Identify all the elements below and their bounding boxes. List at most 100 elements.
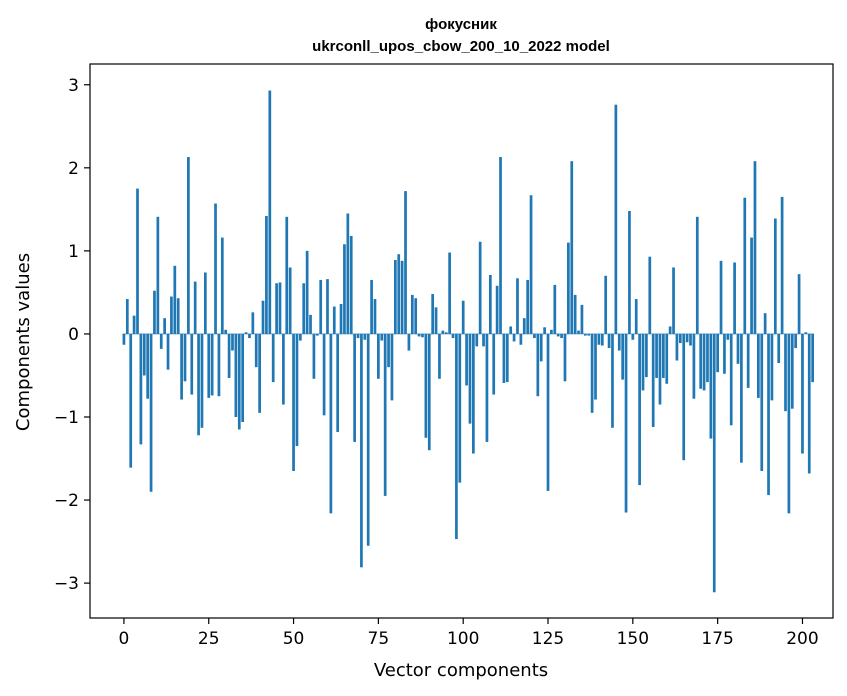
bar-component-3 xyxy=(132,315,136,334)
bar-component-123 xyxy=(539,333,543,362)
bar-component-94 xyxy=(441,330,445,334)
bar-component-101 xyxy=(465,333,468,386)
bar-component-168 xyxy=(692,333,696,399)
bar-component-26 xyxy=(210,333,214,396)
bar-component-185 xyxy=(750,237,753,334)
bar-component-142 xyxy=(604,275,608,334)
bar-component-163 xyxy=(675,333,679,361)
bar-component-138 xyxy=(590,333,594,413)
y-axis-ticks: −3 −2 −1 0 1 2 3 xyxy=(54,76,90,594)
bar-component-149 xyxy=(628,211,631,334)
bar-component-146 xyxy=(617,333,621,351)
bar-component-44 xyxy=(271,333,275,383)
bar-component-128 xyxy=(556,333,560,337)
bar-component-196 xyxy=(787,333,791,514)
bar-component-195 xyxy=(784,333,787,412)
bar-component-166 xyxy=(685,333,689,343)
bar-component-103 xyxy=(472,333,475,454)
bar-component-59 xyxy=(322,333,326,416)
bar-component-5 xyxy=(139,333,143,445)
bar-component-191 xyxy=(770,333,774,401)
bar-component-14 xyxy=(170,296,173,334)
bar-component-75 xyxy=(377,333,380,379)
bar-component-34 xyxy=(237,333,241,430)
bar-component-86 xyxy=(414,298,418,334)
bar-component-61 xyxy=(329,333,333,514)
x-tick-label: 125 xyxy=(532,629,564,649)
bar-component-40 xyxy=(258,333,261,413)
bar-component-13 xyxy=(166,333,170,370)
bar-component-115 xyxy=(512,333,516,342)
bar-component-87 xyxy=(417,333,421,337)
bar-component-49 xyxy=(288,267,292,334)
bar-component-4 xyxy=(136,188,139,334)
bar-component-32 xyxy=(231,333,234,351)
bar-component-63 xyxy=(336,333,340,432)
bar-component-73 xyxy=(370,279,373,334)
bar-component-11 xyxy=(159,333,163,349)
bar-component-147 xyxy=(621,333,625,380)
plot-area-frame xyxy=(89,63,834,619)
bar-component-127 xyxy=(553,284,557,334)
bar-component-17 xyxy=(180,333,183,400)
bar-component-65 xyxy=(343,244,346,334)
bar-component-145 xyxy=(614,104,618,334)
bar-component-84 xyxy=(407,333,411,351)
bar-component-108 xyxy=(488,274,492,334)
y-tick-label: −2 xyxy=(54,491,79,511)
bar-component-39 xyxy=(254,333,258,368)
bar-component-67 xyxy=(349,235,353,334)
y-tick-label: 0 xyxy=(68,325,79,345)
bar-component-134 xyxy=(577,330,580,334)
bar-component-148 xyxy=(624,333,628,513)
bar-component-162 xyxy=(672,267,675,334)
x-tick-label: 75 xyxy=(368,629,390,649)
bar-component-12 xyxy=(163,318,166,334)
bar-component-110 xyxy=(495,285,499,334)
bar-component-176 xyxy=(719,260,723,334)
bar-component-174 xyxy=(712,333,716,593)
bar-component-62 xyxy=(332,306,336,334)
bar-component-121 xyxy=(533,333,536,339)
bar-component-167 xyxy=(689,333,692,346)
bar-component-113 xyxy=(505,333,509,383)
bar-component-48 xyxy=(285,216,289,334)
bar-component-111 xyxy=(499,157,502,334)
bar-component-154 xyxy=(645,333,648,378)
bar-component-22 xyxy=(197,333,200,436)
bar-component-136 xyxy=(583,333,587,336)
bar-component-132 xyxy=(570,161,574,334)
bar-component-50 xyxy=(292,333,295,471)
bar-component-164 xyxy=(678,333,682,344)
x-axis-ticks: 0 25 50 75 100 125 150 175 200 xyxy=(119,618,819,649)
bar-component-23 xyxy=(200,333,204,428)
bar-component-155 xyxy=(648,256,652,334)
bar-component-119 xyxy=(526,279,530,334)
bar-component-15 xyxy=(173,265,177,334)
bar-component-189 xyxy=(763,313,767,334)
bar-component-114 xyxy=(509,326,513,334)
bar-component-10 xyxy=(156,216,160,334)
bar-component-31 xyxy=(227,333,231,378)
bar-component-126 xyxy=(550,329,553,334)
bar-component-109 xyxy=(492,333,496,395)
bar-component-194 xyxy=(780,196,784,334)
bar-component-169 xyxy=(695,216,699,334)
bar-component-97 xyxy=(451,333,455,339)
bar-component-79 xyxy=(390,333,394,401)
bar-component-69 xyxy=(356,333,360,339)
bar-component-187 xyxy=(757,333,760,398)
bar-component-83 xyxy=(404,191,407,334)
bar-component-80 xyxy=(393,260,397,334)
bar-component-125 xyxy=(546,333,550,491)
bar-component-186 xyxy=(753,161,757,334)
bar-component-52 xyxy=(298,333,302,341)
bar-component-106 xyxy=(482,333,485,347)
bar-component-159 xyxy=(662,333,665,378)
bar-component-200 xyxy=(801,333,804,454)
bar-component-82 xyxy=(400,260,404,334)
bar-component-150 xyxy=(631,333,635,340)
bar-component-165 xyxy=(682,333,686,461)
bar-component-41 xyxy=(261,300,265,334)
